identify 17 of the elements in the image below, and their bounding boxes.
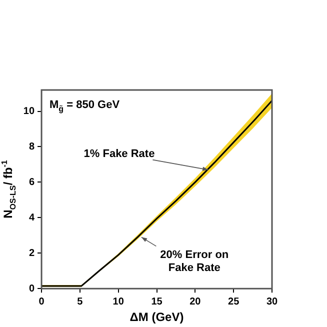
y-tick-label: 2 bbox=[28, 248, 35, 259]
x-tick-label: 0 bbox=[38, 296, 45, 308]
x-tick-label: 25 bbox=[228, 296, 240, 308]
y-tick-label: 8 bbox=[28, 141, 35, 152]
annotation: 20% Error on Fake Rate bbox=[160, 249, 229, 274]
x-axis-title: ΔM (GeV) bbox=[130, 310, 184, 324]
y-tick-label: 10 bbox=[23, 106, 35, 118]
y-tick-label: 4 bbox=[28, 212, 35, 224]
x-tick-label: 30 bbox=[266, 296, 278, 308]
y-axis-title: NOS-LS/ fb-1 bbox=[0, 160, 18, 218]
annotation: 1% Fake Rate bbox=[84, 148, 155, 160]
x-tick-label: 20 bbox=[190, 296, 202, 308]
x-tick-label: 15 bbox=[151, 296, 163, 308]
y-tick-label: 6 bbox=[28, 176, 35, 188]
x-tick-label: 5 bbox=[77, 296, 84, 308]
y-tick-label: 0 bbox=[28, 283, 35, 294]
x-tick-label: 10 bbox=[112, 296, 124, 308]
